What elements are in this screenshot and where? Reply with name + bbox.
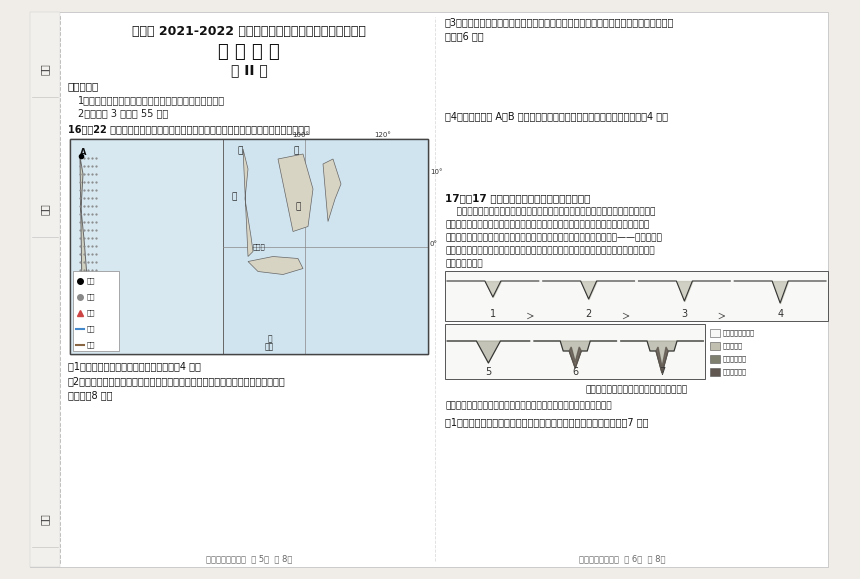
Bar (70, 139, 428, 354)
Text: 河流相沉积: 河流相沉积 (722, 343, 742, 349)
Bar (445, 271, 828, 321)
Text: 某处发育和保存了多级河流阶地，并在赵老师的指导下绘制了该地多级河流阶地的剖面示: 某处发育和保存了多级河流阶地，并在赵老师的指导下绘制了该地多级河流阶地的剖面示 (445, 246, 654, 255)
Text: 地 理 试 卷: 地 理 试 卷 (218, 43, 280, 61)
Polygon shape (243, 149, 253, 256)
Text: 高三年级地理试卷  第 5页  共 8页: 高三年级地理试卷 第 5页 共 8页 (206, 554, 292, 563)
Polygon shape (656, 347, 668, 373)
Text: 第 II 卷: 第 II 卷 (230, 63, 267, 77)
Bar (73, 271, 119, 351)
Text: 6: 6 (572, 367, 578, 377)
Text: 1．用黑色墨水的钢笔或签字笔将答案填写在答题纸上。: 1．用黑色墨水的钢笔或签字笔将答案填写在答题纸上。 (78, 95, 225, 105)
Bar (70, 139, 428, 354)
Text: 4: 4 (777, 309, 783, 319)
Text: 0°: 0° (430, 241, 438, 247)
Text: 河流: 河流 (87, 326, 95, 332)
Polygon shape (278, 154, 313, 232)
Text: 迪: 迪 (268, 334, 273, 343)
Text: 被称为河流阶地。某中学地理研学小组在地质老师的带领下，观察到金沙江下游河谷里: 被称为河流阶地。某中学地理研学小组在地质老师的带领下，观察到金沙江下游河谷里 (445, 220, 649, 229)
Text: 7: 7 (659, 367, 665, 377)
Bar (710, 342, 721, 350)
Bar (710, 329, 721, 337)
Text: 火山: 火山 (87, 310, 95, 316)
Text: B: B (94, 316, 101, 325)
Text: 度: 度 (231, 192, 236, 201)
Text: 高三年级地理试卷  第 6页  共 8页: 高三年级地理试卷 第 6页 共 8页 (580, 554, 666, 563)
Text: 河流下切侵蚀，原来的河谷底部超出一般洪水位之上，呈阶梯状分布在河谷坡地上，: 河流下切侵蚀，原来的河谷底部超出一般洪水位之上，呈阶梯状分布在河谷坡地上， (445, 207, 655, 216)
Bar (223, 139, 428, 354)
Bar (30, 12, 60, 567)
Text: 黄土或堆积物: 黄土或堆积物 (722, 369, 746, 375)
Text: 1: 1 (490, 309, 496, 319)
Polygon shape (80, 157, 100, 339)
Bar (70, 139, 223, 354)
Text: 学校: 学校 (40, 513, 50, 525)
Text: 通过走访与资料调查，研学小组发现则该段河谷曾发生过多次的隆升。: 通过走访与资料调查，研学小组发现则该段河谷曾发生过多次的隆升。 (445, 401, 611, 410)
Text: 2．本卷共 3 题，共 55 分。: 2．本卷共 3 题，共 55 分。 (78, 108, 169, 118)
Text: A: A (80, 148, 87, 157)
Text: 2: 2 (586, 309, 592, 319)
Text: 深切峡谷形态，河谷中堆积了大量松散沉积物，后又发现金沙江下游巧家——鲁甸段河谷: 深切峡谷形态，河谷中堆积了大量松散沉积物，后又发现金沙江下游巧家——鲁甸段河谷 (445, 233, 662, 242)
Bar (445, 324, 705, 379)
Bar (710, 368, 721, 376)
Text: 加达: 加达 (265, 342, 274, 351)
Text: 村镇: 村镇 (87, 294, 95, 301)
Polygon shape (534, 341, 617, 368)
Text: 下切堆积侵蚀阶宽: 下切堆积侵蚀阶宽 (722, 329, 754, 336)
Text: 姓名: 姓名 (40, 63, 50, 75)
Text: 注意事项：: 注意事项： (68, 81, 99, 91)
Text: 新加坡: 新加坡 (253, 244, 266, 250)
Text: 120°: 120° (374, 132, 391, 138)
Text: 海: 海 (295, 202, 300, 211)
Text: （3）试分析新加坡岛淡水资源缺乏的主要自然原因，列举该岛获取淡水资源两种可能方: （3）试分析新加坡岛淡水资源缺乏的主要自然原因，列举该岛获取淡水资源两种可能方 (445, 17, 674, 27)
Polygon shape (621, 341, 703, 373)
Text: （1）请判断断图中哪些阶段表示区域隆升运动较快，并说明原因。（7 分）: （1）请判断断图中哪些阶段表示区域隆升运动较快，并说明原因。（7 分） (445, 417, 648, 427)
Text: 3: 3 (681, 309, 687, 319)
Text: 金沙江下游该段河谷阶段发育的不同阶段。: 金沙江下游该段河谷阶段发育的不同阶段。 (586, 385, 687, 394)
Polygon shape (323, 159, 341, 222)
Text: （1）简要概括苏门答腊岛的地形特征。（4 分）: （1）简要概括苏门答腊岛的地形特征。（4 分） (68, 361, 201, 371)
Text: 10°: 10° (430, 169, 443, 175)
Text: 印: 印 (238, 146, 243, 155)
Text: 成因。（8 分）: 成因。（8 分） (68, 390, 113, 400)
Polygon shape (569, 347, 581, 368)
Polygon shape (248, 256, 303, 274)
Text: 班级: 班级 (40, 203, 50, 215)
Text: 100°: 100° (292, 132, 310, 138)
Bar (710, 355, 721, 363)
Text: 南: 南 (293, 146, 298, 155)
Text: 河西区 2021-2022 学年度第一学期高三年级期中质量调查: 河西区 2021-2022 学年度第一学期高三年级期中质量调查 (132, 25, 366, 38)
Text: 意（如下图）。: 意（如下图）。 (445, 259, 482, 268)
Text: 堰塞湖相沉积: 堰塞湖相沉积 (722, 356, 746, 362)
Text: 17．（17 分）阅读图文材料，完成下列要求。: 17．（17 分）阅读图文材料，完成下列要求。 (445, 193, 590, 203)
Text: 5: 5 (485, 367, 492, 377)
Text: 城市: 城市 (87, 278, 95, 284)
Text: （2）图示区域有地质灾害的超市之称，请说出该地常见的两种地质灾害，并分析其: （2）图示区域有地质灾害的超市之称，请说出该地常见的两种地质灾害，并分析其 (68, 376, 286, 386)
Text: （4）若修建连接 A、B 两城的铁路，当地自然条件对施工有哪些影响？（4 分）: （4）若修建连接 A、B 两城的铁路，当地自然条件对施工有哪些影响？（4 分） (445, 111, 668, 121)
Text: 16．（22 分）下图为世界某区域示意图，读图文材料，结合所学知识，完成下列问题。: 16．（22 分）下图为世界某区域示意图，读图文材料，结合所学知识，完成下列问题… (68, 124, 310, 134)
Polygon shape (447, 341, 530, 363)
Text: 式。（6 分）: 式。（6 分） (445, 31, 483, 41)
Text: 稻田: 稻田 (87, 342, 95, 349)
